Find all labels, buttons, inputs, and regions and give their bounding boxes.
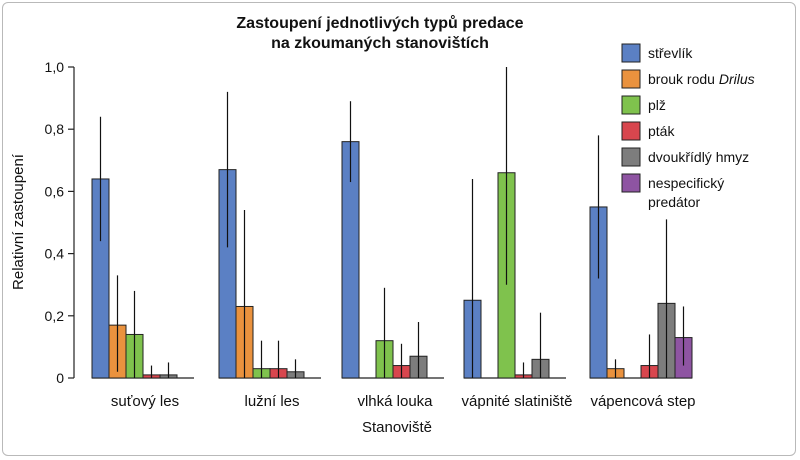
legend-label: dvoukřídlý hmyz — [648, 149, 749, 165]
y-tick-label: 0 — [56, 370, 64, 386]
x-category-label: vápnité slatiniště — [462, 393, 573, 410]
legend-label: pták — [648, 123, 675, 139]
y-tick-label: 0,6 — [45, 183, 65, 199]
y-tick-label: 0,4 — [45, 246, 65, 262]
legend-label: střevlík — [648, 45, 693, 61]
legend-label-part: Drilus — [719, 71, 755, 87]
y-axis-title: Relativní zastoupení — [10, 153, 27, 290]
plot-area: 0 0,2 0,4 0,6 0,8 1,0 suťový les lužní les vlhká… — [45, 59, 696, 410]
legend-label-part: brouk rodu — [648, 71, 719, 87]
x-category-label: suťový les — [111, 393, 179, 410]
chart-frame — [2, 2, 796, 456]
chart-title-line-1: Zastoupení jednotlivých typů predace — [236, 15, 523, 32]
legend-swatch — [621, 95, 641, 115]
legend: střevlík brouk rodu Drilus plž pták dvoukříd… — [621, 43, 755, 210]
legend-label-line: predátor — [648, 194, 700, 210]
x-category-label: vápencová step — [590, 393, 695, 410]
legend-label: plž — [648, 97, 666, 113]
legend-label: brouk rodu Drilus — [648, 71, 755, 87]
legend-label: nespecifický predátor — [648, 175, 724, 210]
y-tick-label: 0,8 — [45, 121, 65, 137]
y-tick-label: 1,0 — [45, 59, 65, 75]
x-category-label: lužní les — [244, 393, 299, 410]
x-axis-title: Stanoviště — [362, 419, 432, 436]
legend-label-line: nespecifický — [648, 175, 724, 191]
legend-swatch — [621, 121, 641, 141]
x-category-label: vlhká louka — [357, 393, 433, 410]
legend-swatch — [621, 43, 641, 63]
legend-swatch — [621, 147, 641, 167]
legend-swatch — [621, 173, 641, 193]
legend-swatch — [621, 69, 641, 89]
chart-title-line-2: na zkoumaných stanovištích — [271, 35, 489, 52]
y-tick-label: 0,2 — [45, 308, 65, 324]
